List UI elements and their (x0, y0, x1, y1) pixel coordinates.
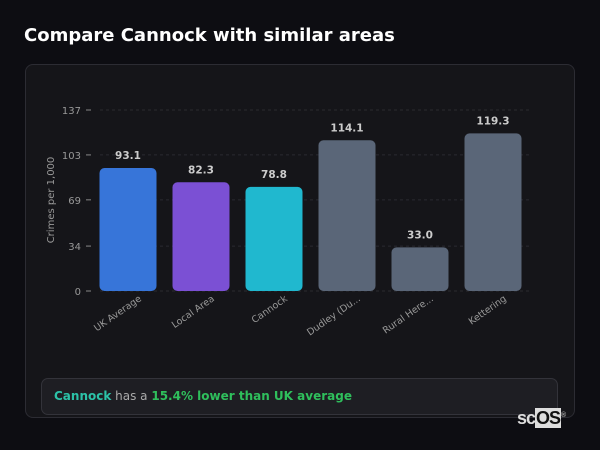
bar-value-label: 114.1 (330, 122, 363, 134)
bar[interactable] (99, 167, 157, 291)
summary-box: Cannock has a 15.4% lower than UK averag… (41, 378, 558, 415)
x-tick-label: Dudley (Du... (305, 293, 363, 338)
logo: scOS® (517, 408, 566, 428)
bar[interactable] (318, 140, 376, 291)
y-tick-label: 34 (68, 242, 81, 253)
x-tick-label: Cannock (250, 293, 290, 326)
bar[interactable] (464, 133, 522, 291)
y-tick-label: 0 (75, 287, 81, 298)
y-tick-label: 137 (62, 106, 81, 117)
bar[interactable] (172, 182, 230, 291)
y-axis-label: Crimes per 1,000 (46, 157, 57, 244)
bar[interactable] (391, 247, 449, 291)
x-tick-label: Kettering (467, 293, 509, 327)
bar-value-label: 33.0 (407, 229, 433, 241)
bar-value-label: 119.3 (476, 115, 509, 127)
bar[interactable] (245, 186, 303, 291)
bar-value-label: 93.1 (115, 150, 141, 162)
y-tick-label: 103 (62, 151, 81, 162)
x-tick-label: Local Area (170, 293, 217, 330)
bar-value-label: 82.3 (188, 164, 214, 176)
y-tick-label: 69 (68, 196, 81, 207)
x-tick-label: Rural Here... (381, 293, 436, 336)
bar-value-label: 78.8 (261, 169, 287, 181)
page-title: Compare Cannock with similar areas (24, 25, 395, 46)
summary-comparison: 15.4% lower than UK average (151, 389, 352, 403)
x-tick-label: UK Average (92, 293, 144, 334)
summary-area: Cannock (54, 389, 112, 403)
summary-text: has a (111, 389, 152, 403)
